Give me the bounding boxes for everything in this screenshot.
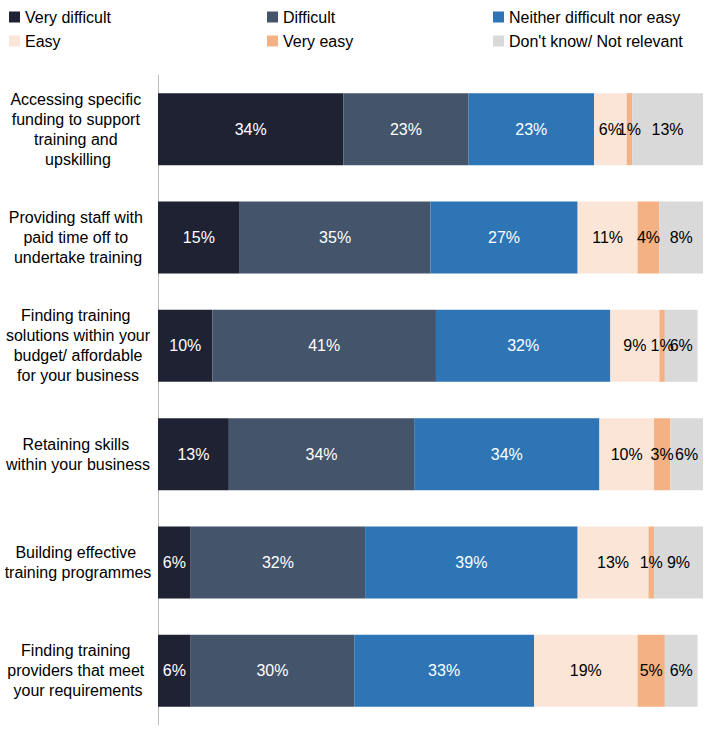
svg-text:30%: 30%: [256, 662, 288, 679]
svg-text:Don't know/ Not relevant: Don't know/ Not relevant: [509, 33, 683, 50]
svg-text:Accessing specific: Accessing specific: [10, 91, 145, 108]
svg-text:Finding training: Finding training: [21, 307, 135, 324]
svg-text:training programmes: training programmes: [5, 564, 152, 581]
svg-text:4%: 4%: [637, 229, 660, 246]
svg-text:32%: 32%: [262, 554, 294, 571]
svg-text:32%: 32%: [507, 337, 539, 354]
svg-text:34%: 34%: [235, 121, 267, 138]
svg-text:23%: 23%: [515, 121, 547, 138]
svg-text:6%: 6%: [675, 446, 698, 463]
svg-text:1%: 1%: [618, 121, 641, 138]
svg-text:Very difficult: Very difficult: [25, 9, 112, 26]
svg-text:Very easy: Very easy: [283, 33, 353, 50]
svg-text:1%: 1%: [650, 337, 674, 355]
svg-text:39%: 39%: [455, 554, 487, 571]
svg-text:13%: 13%: [652, 121, 684, 138]
svg-text:for your business: for your business: [17, 367, 139, 384]
svg-text:Difficult: Difficult: [283, 9, 336, 26]
svg-text:8%: 8%: [670, 229, 693, 246]
svg-text:Easy: Easy: [25, 33, 61, 50]
svg-text:10%: 10%: [611, 446, 643, 463]
svg-text:training and: training and: [34, 131, 122, 148]
svg-text:9%: 9%: [623, 337, 646, 354]
svg-text:Retaining skills: Retaining skills: [22, 436, 133, 453]
svg-text:funding to support: funding to support: [12, 111, 145, 128]
svg-text:11%: 11%: [592, 229, 623, 246]
svg-text:6%: 6%: [670, 337, 693, 354]
svg-text:providers that meet: providers that meet: [7, 662, 148, 679]
svg-text:Building effective: Building effective: [15, 544, 140, 561]
svg-text:10%: 10%: [169, 337, 201, 354]
svg-text:13%: 13%: [597, 554, 629, 571]
svg-text:6%: 6%: [670, 662, 693, 679]
svg-text:6%: 6%: [598, 120, 622, 138]
svg-text:27%: 27%: [488, 229, 520, 246]
svg-text:Finding training: Finding training: [21, 642, 135, 659]
svg-text:34%: 34%: [305, 446, 337, 463]
svg-text:6%: 6%: [163, 662, 186, 679]
svg-text:paid time off to: paid time off to: [23, 229, 132, 246]
svg-text:34%: 34%: [491, 446, 523, 463]
svg-text:Providing staff with: Providing staff with: [9, 209, 147, 226]
svg-text:undertake training: undertake training: [14, 249, 142, 266]
svg-text:3%: 3%: [651, 446, 674, 463]
svg-text:9%: 9%: [667, 554, 690, 571]
svg-text:solutions within your: solutions within your: [6, 327, 151, 344]
svg-text:19%: 19%: [570, 662, 602, 679]
svg-text:13%: 13%: [177, 446, 209, 463]
svg-text:15%: 15%: [183, 229, 215, 246]
svg-text:your requirements: your requirements: [14, 682, 143, 699]
svg-text:Neither difficult nor easy: Neither difficult nor easy: [509, 9, 680, 26]
svg-text:23%: 23%: [390, 121, 422, 138]
svg-text:35%: 35%: [319, 229, 351, 246]
svg-text:within your business: within your business: [5, 456, 150, 473]
svg-text:upskilling: upskilling: [45, 151, 111, 168]
svg-text:budget/ affordable: budget/ affordable: [9, 347, 147, 364]
svg-text:33%: 33%: [428, 662, 460, 679]
svg-text:5%: 5%: [640, 662, 663, 679]
svg-text:6%: 6%: [163, 554, 186, 571]
svg-text:1%: 1%: [640, 554, 663, 571]
svg-text:41%: 41%: [308, 337, 340, 354]
